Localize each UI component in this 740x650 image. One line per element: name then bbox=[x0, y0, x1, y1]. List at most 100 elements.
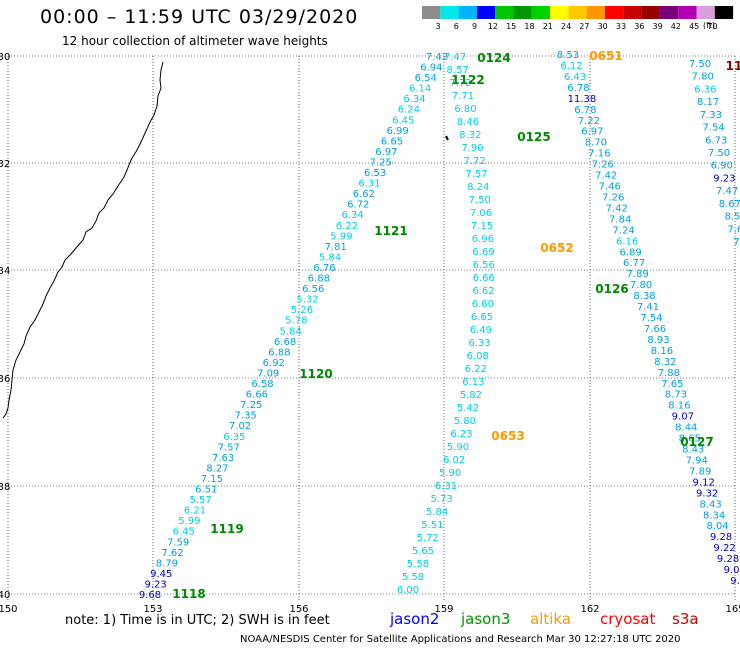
wave-height-value: 7.22 bbox=[578, 116, 600, 127]
wave-height-value: 6.24 bbox=[398, 105, 420, 116]
wave-height-value: 8.17 bbox=[697, 97, 719, 108]
wave-height-value: 8.93 bbox=[647, 335, 669, 346]
legend-swatch bbox=[586, 6, 605, 19]
wave-height-value: 7.84 bbox=[609, 214, 631, 225]
wave-height-value: 7.72 bbox=[449, 78, 471, 89]
wave-height-value: 6.97 bbox=[581, 127, 603, 138]
wave-height-value: 7.88 bbox=[658, 368, 680, 379]
wave-height-value: 7.57 bbox=[465, 169, 487, 180]
wave-height-value: 5.42 bbox=[457, 403, 479, 414]
wave-height-value: 8.24 bbox=[467, 182, 489, 193]
lat-label: -32 bbox=[0, 159, 10, 170]
legend-label: 45 bbox=[689, 22, 699, 31]
legend-label: 9 bbox=[472, 22, 477, 31]
wave-height-value: 6.90 bbox=[711, 161, 733, 172]
legend-swatch bbox=[422, 6, 441, 19]
color-legend: 3 6 9 12 15 18 21 24 27 30 33 36 39 42 45 70 bbox=[422, 6, 734, 31]
wave-height-value: 6.45 bbox=[173, 527, 195, 538]
wave-height-value: 9.32 bbox=[696, 488, 718, 499]
legend-label: 36 bbox=[634, 22, 644, 31]
wave-height-value: 6.43 bbox=[564, 72, 586, 83]
wave-height-value: 11.38 bbox=[568, 94, 597, 105]
lon-label: 162 bbox=[580, 604, 599, 615]
wave-height-value: 5.82 bbox=[460, 390, 482, 401]
wave-height-value: 8.57 bbox=[447, 65, 469, 76]
pass-time-label: 1122 bbox=[451, 73, 484, 87]
wave-height-value: 9.28 bbox=[717, 554, 739, 565]
wave-height-value: 6.23 bbox=[450, 429, 472, 440]
wave-height-value: 7.15 bbox=[201, 474, 223, 485]
wave-height-value: 6.66 bbox=[246, 390, 268, 401]
wave-height-value: 9.68 bbox=[139, 590, 161, 601]
wave-height-value: 7.16 bbox=[588, 149, 610, 160]
pass-time-label: 11 bbox=[726, 59, 740, 73]
wave-height-value: 6.96 bbox=[472, 234, 494, 245]
lon-label: 165 bbox=[725, 604, 740, 615]
legend-label: 33 bbox=[616, 22, 626, 31]
wave-height-value: 7.47 bbox=[444, 52, 466, 63]
pass-time-label: 0127 bbox=[680, 435, 713, 449]
wave-height-value: 5.78 bbox=[285, 316, 307, 327]
wave-height-value: 6.35 bbox=[223, 432, 245, 443]
wave-height-value: 5.32 bbox=[296, 295, 318, 306]
wave-height-value: 7.89 bbox=[626, 269, 648, 280]
wave-height-value: 6.21 bbox=[184, 506, 206, 517]
wave-height-value: 9.12 bbox=[693, 477, 715, 488]
wave-height-value: 6.76 bbox=[313, 263, 335, 274]
lat-label: -40 bbox=[0, 590, 10, 601]
wave-height-value: 7.42 bbox=[606, 203, 628, 214]
wave-height-value: 9.23 bbox=[713, 173, 735, 184]
wave-height-value: 6.22 bbox=[465, 364, 487, 375]
wave-height-value: 6.77 bbox=[623, 258, 645, 269]
legend-label: 70 bbox=[707, 22, 717, 31]
wave-height-value: 7.50 bbox=[708, 148, 730, 159]
wave-height-value: 6.56 bbox=[473, 260, 495, 271]
wave-height-value: 9.23 bbox=[144, 579, 166, 590]
lon-label: 150 bbox=[0, 604, 18, 615]
wave-height-value: 7.15 bbox=[471, 221, 493, 232]
wave-height-value: 6.62 bbox=[472, 286, 494, 297]
wave-height-value: 6.08 bbox=[467, 351, 489, 362]
legend-swatch bbox=[531, 6, 551, 19]
legend-swatch bbox=[513, 6, 532, 19]
wave-height-value: 7.46 bbox=[599, 182, 621, 193]
legend-swatch bbox=[550, 6, 569, 19]
wave-height-value: 7.50 bbox=[469, 195, 491, 206]
legend-label: 18 bbox=[524, 22, 534, 31]
wave-height-value: 5.58 bbox=[402, 572, 424, 583]
legend-label: 39 bbox=[653, 22, 663, 31]
wave-height-value: 5.65 bbox=[412, 546, 434, 557]
pass-time-label: 0652 bbox=[540, 241, 573, 255]
legend-label: 3 bbox=[435, 22, 440, 31]
wave-height-value: 6.14 bbox=[409, 84, 431, 95]
wave-height-value: 6.88 bbox=[308, 274, 330, 285]
lat-label: -34 bbox=[0, 266, 10, 277]
wave-height-value: 8.70 bbox=[585, 138, 607, 149]
legend-swatch bbox=[476, 6, 496, 19]
wave-height-value: 7.59 bbox=[167, 537, 189, 548]
legend-label: 42 bbox=[671, 22, 681, 31]
wave-height-value: 7. bbox=[733, 237, 740, 248]
wave-height-value: 5.57 bbox=[190, 495, 212, 506]
wave-height-value: 8.73 bbox=[665, 390, 687, 401]
wave-height-value: 8.46 bbox=[457, 117, 479, 128]
wave-height-value: 7.42 bbox=[426, 52, 448, 63]
wave-height-value: 7.25 bbox=[370, 157, 392, 168]
wave-height-value: 5.72 bbox=[417, 533, 439, 544]
wave-height-value: 6.66 bbox=[473, 273, 495, 284]
wave-height-value: 6.68 bbox=[274, 337, 296, 348]
lat-label: -36 bbox=[0, 374, 10, 385]
wave-height-value: 6.51 bbox=[195, 485, 217, 496]
lat-lon-grid bbox=[7, 55, 736, 600]
wave-height-value: 8.43 bbox=[682, 445, 704, 456]
wave-height-value: 9. bbox=[730, 576, 740, 587]
wave-height-value: 9.45 bbox=[150, 569, 172, 580]
wave-height-value: 7.33 bbox=[700, 110, 722, 121]
pass-time-label: 1118 bbox=[172, 587, 205, 601]
wave-height-value: 6.12 bbox=[560, 61, 582, 72]
pass-time-label: 0651 bbox=[589, 49, 622, 63]
wave-height-value: 6.49 bbox=[470, 325, 492, 336]
pass-time-label: 0126 bbox=[595, 282, 628, 296]
wave-height-value: 7.02 bbox=[229, 421, 251, 432]
satellite-legend-cryosat: cryosat bbox=[600, 610, 656, 628]
